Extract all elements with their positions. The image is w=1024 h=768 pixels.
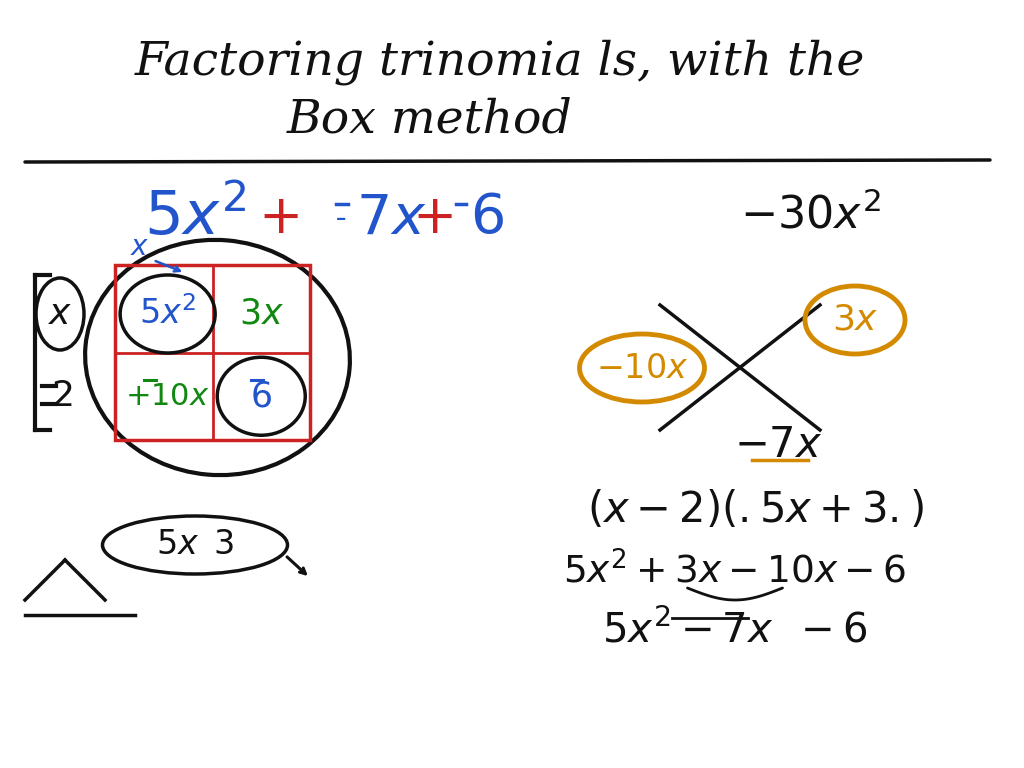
Text: $5x^2$: $5x^2$ <box>139 296 197 332</box>
Text: $3x$: $3x$ <box>831 303 879 337</box>
Text: $2$: $2$ <box>51 379 73 413</box>
Text: $6$: $6$ <box>250 379 272 413</box>
Text: $+$: $+$ <box>258 192 298 244</box>
Text: $+10x$: $+10x$ <box>125 382 210 411</box>
Text: $x$: $x$ <box>48 297 73 331</box>
Text: $5x^2$: $5x^2$ <box>143 188 247 248</box>
Text: $\bar{}$: $\bar{}$ <box>337 200 347 228</box>
Text: $5x^2+3x-10x-6$: $5x^2+3x-10x-6$ <box>563 552 906 591</box>
Text: $-30x^2$: $-30x^2$ <box>739 193 881 237</box>
Bar <box>115 265 310 440</box>
Text: $5x\enspace 3$: $5x\enspace 3$ <box>156 528 233 561</box>
Text: $-7x$: $-7x$ <box>734 424 822 466</box>
Text: $-10x$: $-10x$ <box>596 352 688 385</box>
Text: $6$: $6$ <box>470 191 504 244</box>
Text: $5x^2-7x\;\;-6$: $5x^2-7x\;\;-6$ <box>602 610 867 650</box>
Text: $7x$: $7x$ <box>356 191 427 244</box>
Text: Box method: Box method <box>287 98 572 143</box>
Text: $+$: $+$ <box>412 192 453 244</box>
Text: $x$: $x$ <box>130 233 150 261</box>
Text: Factoring trinomia ls, with the: Factoring trinomia ls, with the <box>135 39 865 85</box>
Text: $(x-2)(.5x+3.)$: $(x-2)(.5x+3.)$ <box>587 489 924 531</box>
Text: $3x$: $3x$ <box>239 297 284 331</box>
